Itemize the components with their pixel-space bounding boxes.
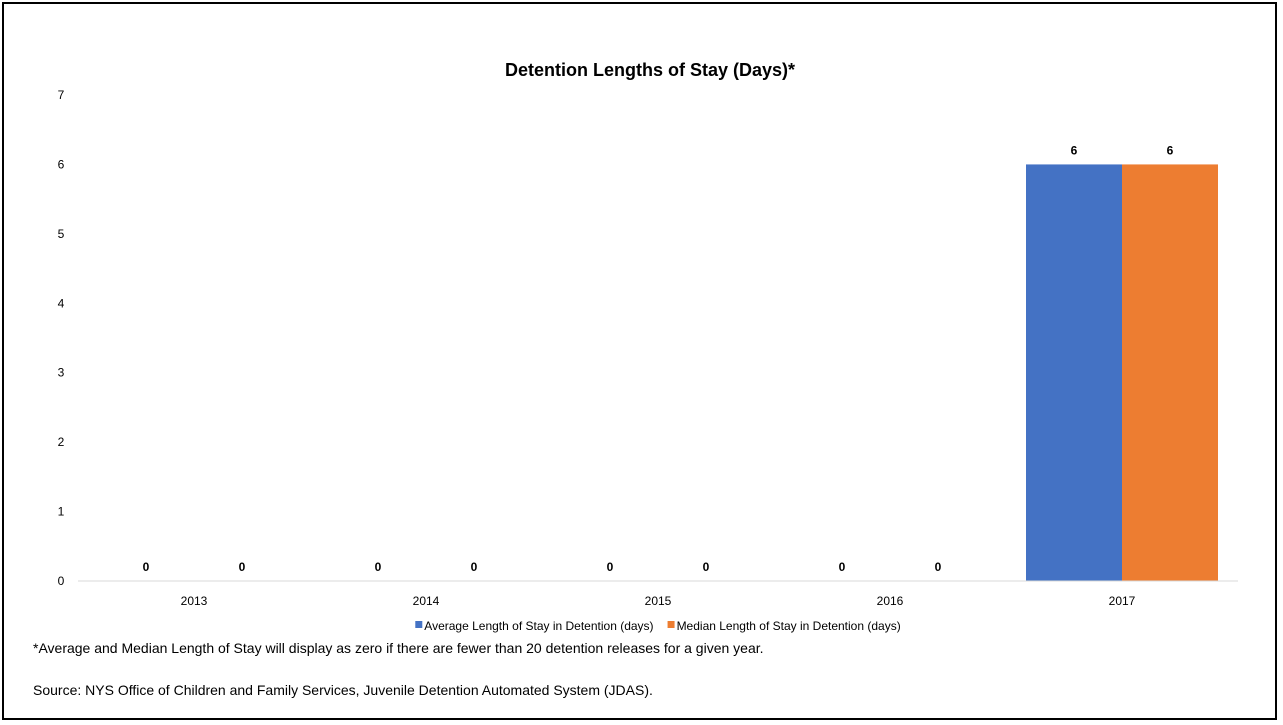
y-tick-label: 3 (58, 366, 65, 380)
y-tick-label: 1 (58, 505, 65, 519)
legend: Average Length of Stay in Detention (day… (415, 619, 901, 633)
x-tick-label: 2013 (181, 594, 208, 608)
data-label: 0 (607, 560, 614, 574)
y-tick-label: 0 (58, 574, 65, 588)
data-label: 6 (1167, 143, 1174, 157)
x-tick-label: 2017 (1109, 594, 1136, 608)
data-label: 0 (935, 560, 942, 574)
data-label: 0 (839, 560, 846, 574)
x-axis-ticks: 2013 2014 2015 2016 2017 (181, 594, 1136, 608)
footnote: *Average and Median Length of Stay will … (33, 640, 764, 656)
bar (1122, 164, 1218, 581)
data-label: 0 (239, 560, 246, 574)
bar (1026, 164, 1122, 581)
data-label: 0 (143, 560, 150, 574)
data-labels: 0 0 0 0 6 0 0 0 0 6 (143, 143, 1174, 574)
source-note: Source: NYS Office of Children and Famil… (33, 682, 653, 698)
x-tick-label: 2014 (413, 594, 440, 608)
legend-item: Median Length of Stay in Detention (days… (667, 619, 901, 633)
legend-swatch (415, 621, 423, 628)
legend-item: Average Length of Stay in Detention (day… (415, 619, 654, 633)
y-tick-label: 7 (58, 88, 65, 102)
data-label: 0 (703, 560, 710, 574)
data-label: 0 (375, 560, 382, 574)
data-label: 0 (471, 560, 478, 574)
bar-series (1026, 164, 1218, 581)
data-label: 6 (1071, 143, 1078, 157)
y-tick-label: 6 (58, 157, 65, 171)
x-tick-label: 2015 (645, 594, 672, 608)
legend-label: Median Length of Stay in Detention (days… (677, 619, 901, 633)
x-tick-label: 2016 (877, 594, 904, 608)
legend-label: Average Length of Stay in Detention (day… (424, 619, 653, 633)
y-axis-ticks: 0 1 2 3 4 5 6 7 (58, 88, 65, 588)
chart-title: Detention Lengths of Stay (Days)* (505, 60, 795, 80)
y-tick-label: 2 (58, 435, 65, 449)
legend-swatch (667, 621, 675, 628)
y-tick-label: 5 (58, 227, 65, 241)
y-tick-label: 4 (58, 296, 65, 310)
